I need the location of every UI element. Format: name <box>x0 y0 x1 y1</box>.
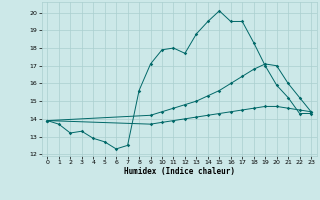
X-axis label: Humidex (Indice chaleur): Humidex (Indice chaleur) <box>124 167 235 176</box>
